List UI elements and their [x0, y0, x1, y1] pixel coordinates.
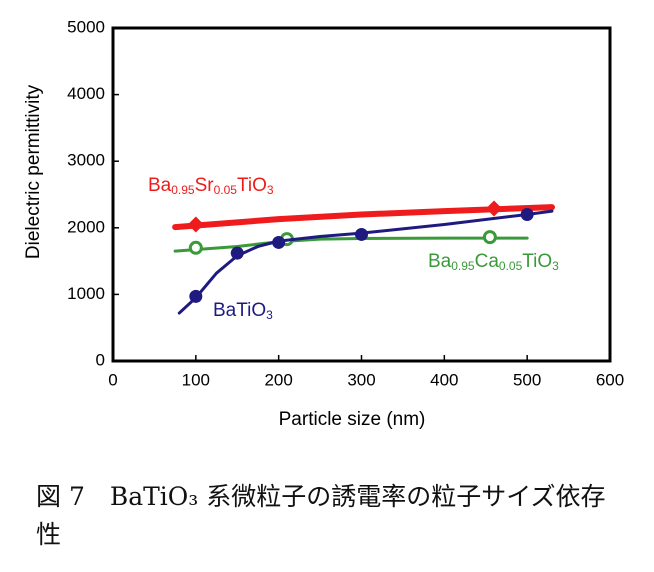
y-tick-label: 0	[96, 350, 105, 369]
caption: 図 7 BaTiO₃ 系微粒子の誘電率の粒子サイズ依存性	[36, 482, 606, 549]
y-axis-label: Dielectric permittivity	[23, 84, 44, 259]
y-tick-label: 1000	[67, 284, 105, 303]
data-point	[188, 240, 203, 255]
fit-curve	[173, 236, 529, 253]
data-point	[482, 230, 497, 245]
data-point	[486, 200, 503, 217]
x-tick-label: 200	[264, 370, 292, 389]
x-tick-label: 300	[347, 370, 375, 389]
x-tick-label: 400	[430, 370, 458, 389]
x-tick-label: 100	[182, 370, 210, 389]
data-point	[230, 246, 244, 260]
y-tick-label: 2000	[67, 217, 105, 236]
data-point	[272, 235, 286, 249]
data-point	[187, 216, 204, 233]
x-axis-label: Particle size (nm)	[279, 409, 426, 430]
x-tick-label: 500	[513, 370, 541, 389]
x-tick-label: 600	[596, 370, 624, 389]
series-label: BaTiO3	[213, 300, 273, 322]
data-point	[520, 207, 534, 221]
data-point	[189, 289, 203, 303]
plot-frame	[111, 26, 612, 363]
y-tick-label: 5000	[67, 17, 105, 36]
y-tick-label: 3000	[67, 151, 105, 170]
chart: Particle size (nm) Dielectric permittivi…	[23, 17, 624, 430]
fit-curve	[172, 204, 556, 231]
y-tick-label: 4000	[67, 84, 105, 103]
series-label: Ba0.95Ca0.05TiO3	[428, 251, 559, 273]
series-label: Ba0.95Sr0.05TiO3	[148, 175, 274, 197]
data-point	[355, 227, 368, 241]
x-tick-label: 0	[108, 370, 117, 389]
